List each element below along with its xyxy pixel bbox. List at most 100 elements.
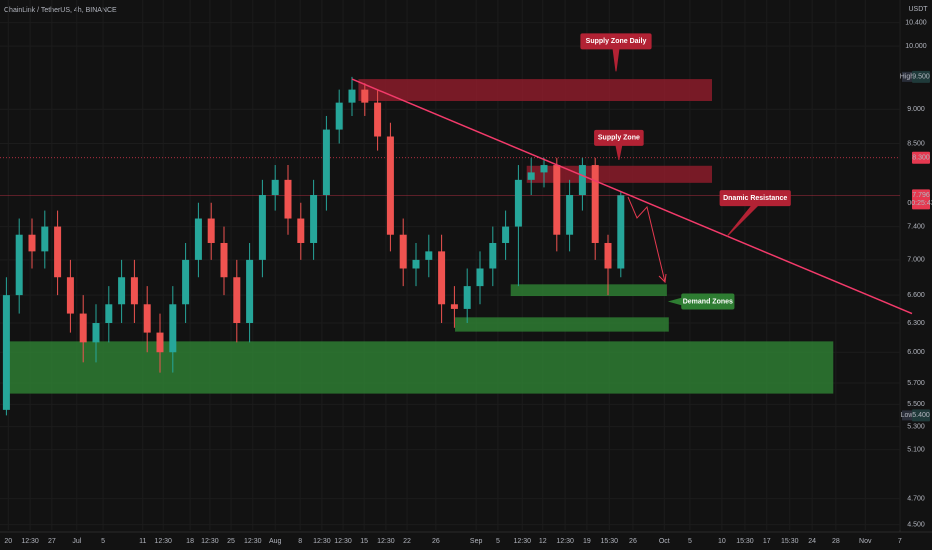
x-tick-label: Jul <box>72 538 81 545</box>
callout-text: Supply Zone <box>598 135 640 142</box>
candle-body <box>604 242 612 269</box>
candle-body <box>476 268 484 287</box>
candle-body <box>425 251 433 260</box>
y-tick-label: 4.700 <box>907 495 925 502</box>
zone <box>358 79 712 101</box>
candle-body <box>438 251 446 305</box>
x-tick-label: 17 <box>763 538 771 545</box>
zone <box>455 317 669 332</box>
candle-body <box>322 129 330 196</box>
x-tick-label: 26 <box>432 538 440 545</box>
price-tag-label: 8.300 <box>912 155 930 162</box>
x-tick-label: 25 <box>227 538 235 545</box>
candle-body <box>156 332 164 353</box>
candle-body <box>335 102 343 130</box>
price-tag <box>912 409 930 422</box>
candle-body <box>463 286 471 309</box>
candle-body <box>489 242 497 269</box>
y-tick-label: 6.300 <box>907 320 925 327</box>
x-tick-label: 28 <box>832 538 840 545</box>
callout-text: Dnamic Resistance <box>723 195 787 202</box>
candle-body <box>566 195 574 235</box>
x-tick-label: 22 <box>403 538 411 545</box>
candle-body <box>399 234 407 269</box>
marker-name: High <box>900 74 915 81</box>
candle-body <box>66 277 74 314</box>
x-tick-label: 5 <box>101 538 105 545</box>
candle-body <box>386 136 394 235</box>
x-tick-label: 5 <box>688 538 692 545</box>
candle-body <box>578 165 586 196</box>
callout-box <box>580 33 652 50</box>
y-tick-label: 5.100 <box>907 446 925 453</box>
candle-body <box>15 234 23 296</box>
x-tick-label: 8 <box>298 538 302 545</box>
candle-body <box>54 226 62 278</box>
y-tick-label: 8.500 <box>907 140 925 147</box>
candle-body <box>207 218 215 243</box>
candle-body <box>182 259 190 305</box>
y-tick-label: 5.300 <box>907 423 925 430</box>
candle-body <box>297 218 305 243</box>
x-tick-label: 12:30 <box>201 538 219 545</box>
marker-name: Low <box>901 412 915 419</box>
x-tick-label: 15 <box>360 538 368 545</box>
currency-label: USDT <box>908 6 928 13</box>
x-tick-label: 5 <box>496 538 500 545</box>
candle-body <box>194 218 202 260</box>
x-tick-label: 26 <box>629 538 637 545</box>
price-tag <box>912 70 930 83</box>
candle-body <box>284 179 292 219</box>
price-tag <box>912 189 930 210</box>
candle-body <box>169 304 177 353</box>
candle-body <box>233 277 241 324</box>
y-tick-label: 6.600 <box>907 292 925 299</box>
y-tick-label: 7.400 <box>907 223 925 230</box>
x-tick-label: 18 <box>186 538 194 545</box>
candle-body <box>271 179 279 196</box>
candle-body <box>591 165 599 243</box>
x-tick-label: 27 <box>48 538 56 545</box>
projection-arrow <box>627 196 667 284</box>
y-tick-label: 5.700 <box>907 380 925 387</box>
x-tick-label: 12:30 <box>154 538 172 545</box>
candle-body <box>258 195 266 260</box>
x-tick-label: Aug <box>269 538 282 545</box>
x-tick-label: 15:30 <box>601 538 619 545</box>
x-tick-label: 15:30 <box>781 538 799 545</box>
y-tick-label: 10.000 <box>905 43 927 50</box>
callout-box <box>681 293 735 310</box>
price-tag <box>912 151 930 164</box>
candle-body <box>540 165 548 173</box>
y-tick-label: 9.000 <box>907 106 925 113</box>
candle-body <box>41 226 49 252</box>
price-tag-label: 5.400 <box>912 412 930 419</box>
marker-name-box <box>902 71 912 82</box>
candle-body <box>92 323 100 343</box>
price-tag-label: 7.796 <box>912 192 930 199</box>
y-tick-label: 6.000 <box>907 349 925 356</box>
x-tick-label: 7 <box>898 538 902 545</box>
candle-body <box>450 304 458 309</box>
x-tick-label: 15:30 <box>736 538 754 545</box>
y-tick-label: 7.000 <box>907 257 925 264</box>
x-tick-label: 20 <box>4 538 12 545</box>
candle-body <box>374 102 382 137</box>
candle-body <box>220 242 228 278</box>
candle-body <box>617 195 625 269</box>
candle-body <box>412 259 420 269</box>
candle-body <box>28 234 36 252</box>
zone <box>510 284 667 297</box>
candle-body <box>105 304 113 324</box>
zone <box>3 341 834 394</box>
x-tick-label: 19 <box>583 538 591 545</box>
callout-box <box>594 129 644 146</box>
callout-pointer <box>667 297 683 306</box>
candle-body <box>553 165 561 235</box>
y-tick-label: 4.500 <box>907 521 925 528</box>
callout-box <box>719 190 791 207</box>
candle-body <box>246 259 254 324</box>
zone <box>526 165 712 183</box>
x-tick-label: 10 <box>718 538 726 545</box>
